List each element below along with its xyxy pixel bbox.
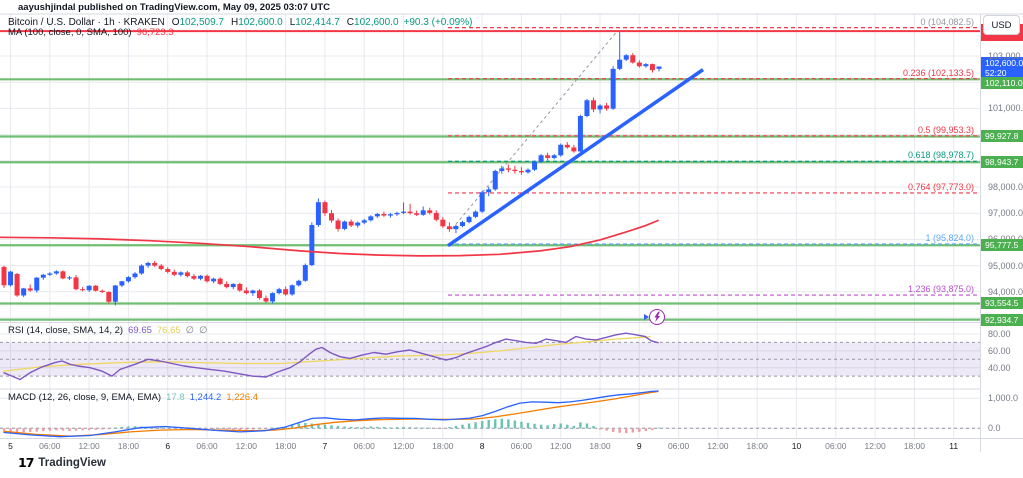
rsi-scale-label: 60.00 bbox=[988, 345, 1011, 356]
fib-level-label: 0.764 (97,773.0) bbox=[907, 181, 974, 192]
symbol-legend[interactable]: Bitcoin / U.S. Dollar · 1h · KRAKEN O102… bbox=[8, 17, 472, 28]
macd-hist-value: 17.8 bbox=[166, 392, 185, 403]
ma-value: 96,723.3 bbox=[136, 27, 174, 38]
open-value: 102,509.7 bbox=[179, 17, 225, 28]
time-tick: 18:00 bbox=[117, 441, 140, 451]
rsi-sma-value: 76.65 bbox=[156, 325, 181, 336]
close-label: C bbox=[346, 17, 355, 28]
time-tick: 18:00 bbox=[746, 441, 768, 451]
level-price-label: 99,927.8 bbox=[981, 130, 1023, 143]
tradingview-brand: TradingView bbox=[38, 456, 106, 469]
fib-level-label: 0.5 (99,953.3) bbox=[917, 124, 974, 135]
lightning-icon bbox=[654, 311, 661, 322]
rsi-scale-label: 80.00 bbox=[988, 329, 1011, 339]
time-tick: 12:00 bbox=[707, 441, 729, 451]
time-tick: 8 bbox=[479, 441, 485, 451]
price-grid-label: 101,000.0 bbox=[988, 103, 1023, 114]
time-tick: 18:00 bbox=[274, 441, 297, 451]
marker-arrow-icon bbox=[644, 314, 649, 321]
time-tick: 10 bbox=[791, 441, 802, 451]
time-tick: 06:00 bbox=[39, 441, 61, 451]
time-tick: 12:00 bbox=[864, 441, 886, 451]
last-price-label: 102,600.0 52:20 bbox=[981, 57, 1023, 79]
high-label: H bbox=[231, 17, 239, 28]
time-tick: 06:00 bbox=[825, 441, 847, 451]
macd-label: MACD (12, 26, close, 9, EMA, EMA) bbox=[8, 392, 162, 403]
time-tick: 11 bbox=[949, 441, 959, 451]
time-tick: 06:00 bbox=[196, 441, 218, 451]
time-tick: 06:00 bbox=[353, 441, 375, 451]
rsi-value: 69.65 bbox=[128, 325, 152, 336]
time-tick: 12:00 bbox=[550, 441, 572, 451]
time-tick: 6 bbox=[165, 441, 171, 451]
level-price-label: 102,110.0 bbox=[981, 76, 1023, 89]
price-grid-label: 97,000.0 bbox=[988, 208, 1023, 219]
time-tick: 18:00 bbox=[432, 441, 454, 451]
time-tick: 12:00 bbox=[392, 441, 415, 451]
bar-countdown: 52:20 bbox=[985, 68, 1007, 79]
ma-legend[interactable]: MA (100, close, 0, SMA, 100) 96,723.3 bbox=[8, 27, 174, 38]
close-value: 102,600.0 bbox=[354, 17, 399, 28]
tradingview-logo-icon: 17 bbox=[18, 455, 34, 470]
macd-signal-value: 1,226.4 bbox=[226, 392, 259, 403]
time-tick: 9 bbox=[636, 441, 642, 451]
rsi-scale-label: 40.00 bbox=[988, 362, 1011, 373]
price-grid-label: 94,000.0 bbox=[988, 286, 1023, 297]
time-tick: 5 bbox=[8, 441, 13, 451]
fib-level-label: 1 (95,824.0) bbox=[925, 233, 974, 243]
time-tick: 12:00 bbox=[78, 441, 100, 451]
lightning-marker[interactable] bbox=[644, 309, 665, 325]
time-tick: 7 bbox=[322, 441, 328, 451]
price-grid-label: 103,000.0 bbox=[988, 51, 1023, 61]
rsi-legend[interactable]: RSI (14, close, SMA, 14, 2) 69.65 76.65 … bbox=[8, 325, 207, 336]
fib-level-label: 1.236 (93,875.0) bbox=[907, 284, 974, 295]
fib-level-label: 0.618 (98,978.7) bbox=[907, 150, 974, 161]
publish-note: aayushjindal published on TradingView.co… bbox=[18, 2, 331, 13]
fib-level-label: 0 (104,082.5) bbox=[920, 16, 974, 27]
open-label: O bbox=[171, 17, 180, 28]
rsi-empty-2: ∅ bbox=[198, 325, 208, 336]
low-label: L bbox=[289, 17, 296, 28]
macd-value: 1,244.2 bbox=[189, 392, 222, 403]
level-price-label: 92,934.7 bbox=[981, 313, 1023, 326]
time-tick: 18:00 bbox=[903, 441, 926, 451]
price-grid-label: 95,000.0 bbox=[988, 260, 1023, 271]
last-price-value: 102,600.0 bbox=[985, 58, 1023, 69]
level-price-label: 93,554.5 bbox=[981, 297, 1023, 310]
level-price-label: 98,943.7 bbox=[981, 156, 1023, 169]
change-value: +90.3 (+0.09%) bbox=[403, 17, 473, 28]
currency-button[interactable]: USD bbox=[983, 15, 1020, 35]
symbol-title: Bitcoin / U.S. Dollar · 1h · KRAKEN bbox=[8, 17, 165, 28]
time-tick: 18:00 bbox=[589, 441, 611, 451]
rsi-label: RSI (14, close, SMA, 14, 2) bbox=[8, 325, 124, 336]
macd-legend[interactable]: MACD (12, 26, close, 9, EMA, EMA) 17.8 1… bbox=[8, 392, 258, 403]
macd-scale-label: 1,000.0 bbox=[988, 393, 1019, 404]
low-value: 102,414.7 bbox=[295, 17, 340, 28]
time-tick: 06:00 bbox=[667, 441, 690, 451]
tradingview-watermark[interactable]: 17 TradingView bbox=[18, 455, 106, 470]
level-price-label: 95,777.5 bbox=[981, 239, 1023, 252]
fib-level-label: 0.236 (102,133.5) bbox=[902, 67, 974, 78]
price-grid-label: 98,000.0 bbox=[988, 182, 1023, 192]
macd-scale-label: 0.0 bbox=[988, 423, 1001, 434]
time-tick: 06:00 bbox=[510, 441, 533, 451]
rsi-empty-1: ∅ bbox=[185, 325, 194, 336]
high-value: 102,600.0 bbox=[238, 17, 283, 28]
ma-label: MA (100, close, 0, SMA, 100) bbox=[8, 27, 132, 38]
time-tick: 12:00 bbox=[235, 441, 257, 451]
